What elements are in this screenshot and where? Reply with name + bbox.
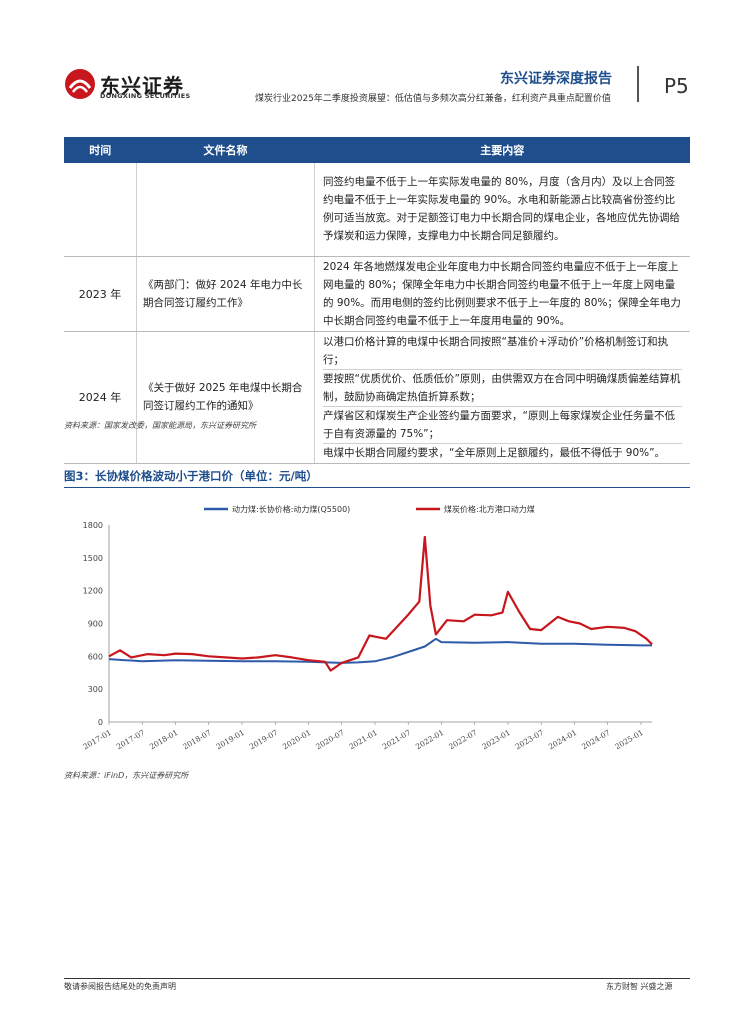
- logo-text-cn: 东兴证券: [100, 74, 184, 98]
- table-cell-doc: 《两部门：做好 2024 年电力中长期合同签订履约工作》: [136, 256, 315, 332]
- y-tick-label: 1200: [83, 587, 103, 596]
- logo-text-en: DONGXING SECURITIES: [100, 92, 191, 100]
- x-tick-label: 2024-01: [547, 728, 578, 751]
- table-row: 2024 年 《关于做好 2025 年电煤中长期合同签订履约工作的通知》 以港口…: [64, 331, 690, 464]
- header-divider: [637, 66, 639, 102]
- x-tick-label: 2021-07: [381, 728, 413, 751]
- x-tick-label: 2018-07: [181, 728, 213, 751]
- content-paragraph: 产煤省区和煤炭生产企业签约量方面要求，“原则上每家煤炭企业任务量不低于自有资源量…: [323, 405, 682, 443]
- table-cell-content: 2024 年各地燃煤发电企业年度电力中长期合同签约电量应不低于上一年度上网电量的…: [314, 256, 690, 332]
- x-tick-label: 2024-07: [580, 728, 612, 751]
- x-tick-label: 2022-07: [447, 728, 479, 751]
- x-tick-label: 2025-01: [613, 728, 644, 751]
- y-tick-label: 600: [88, 652, 103, 661]
- x-tick-label: 2023-01: [480, 728, 511, 751]
- report-subtitle: 煤炭行业2025年二季度投资展望：低估值与多频次高分红兼备，红利资产具重点配置价…: [255, 94, 611, 104]
- x-tick-label: 2019-07: [248, 728, 280, 751]
- x-tick-label: 2023-07: [514, 728, 546, 751]
- footer-disclaimer: 敬请参阅报告结尾处的免责声明: [64, 982, 176, 991]
- table-cell-time: 2023 年: [64, 256, 137, 332]
- series-line-1: [108, 637, 652, 664]
- page-number: P5: [664, 74, 689, 98]
- y-tick-label: 1500: [83, 554, 103, 563]
- x-tick-label: 2020-07: [314, 728, 346, 751]
- x-tick-label: 2020-01: [281, 728, 312, 751]
- table-cell-content: 以港口价格计算的电煤中长期合同按照“基准价+浮动价”价格机制签订和执行； 要按照…: [314, 331, 690, 464]
- table-cell-doc: [136, 163, 315, 257]
- table-row: 2023 年 《两部门：做好 2024 年电力中长期合同签订履约工作》 2024…: [64, 256, 690, 332]
- x-tick-label: 2022-01: [414, 728, 445, 751]
- column-header-doc: 文件名称: [136, 137, 315, 163]
- figure-source-note: 资料来源：iFinD，东兴证券研究所: [64, 771, 189, 780]
- legend-label-2: 煤炭价格:北方港口动力煤: [444, 504, 535, 514]
- y-tick-label: 1800: [83, 521, 103, 530]
- series-line-2: [108, 535, 653, 672]
- footer-slogan: 东方财智 兴盛之源: [606, 982, 673, 991]
- y-tick-label: 900: [88, 620, 103, 629]
- y-tick-label: 0: [98, 718, 103, 727]
- table-cell-time: [64, 163, 137, 257]
- table-cell-time: 2024 年: [64, 331, 137, 464]
- x-tick-label: 2019-01: [214, 728, 245, 751]
- x-tick-label: 2021-01: [347, 728, 378, 751]
- x-tick-label: 2017-07: [115, 728, 147, 751]
- footer-rule: [64, 978, 690, 979]
- x-tick-label: 2017-01: [82, 728, 113, 751]
- column-header-content: 主要内容: [314, 137, 690, 163]
- table-header-row: 时间 文件名称 主要内容: [64, 137, 690, 163]
- dongxing-logo-icon: [65, 69, 95, 99]
- figure-title: 图3：长协煤价格波动小于港口价（单位：元/吨）: [64, 469, 318, 483]
- y-tick-label: 300: [88, 685, 103, 694]
- table-row: 同签约电量不低于上一年实际发电量的 80%，月度（含月内）及以上合同签约电量不低…: [64, 163, 690, 257]
- content-paragraph: 同签约电量不低于上一年实际发电量的 80%，月度（含月内）及以上合同签约电量不低…: [323, 176, 680, 243]
- legend-label-1: 动力煤:长协价格:动力煤(Q5500): [232, 504, 350, 514]
- policy-table: 时间 文件名称 主要内容 同签约电量不低于上一年实际发电量的 80%，月度（含月…: [64, 137, 690, 464]
- content-paragraph: 2024 年各地燃煤发电企业年度电力中长期合同签约电量应不低于上一年度上网电量的…: [323, 260, 681, 327]
- report-type-title: 东兴证券深度报告: [500, 71, 612, 87]
- column-header-time: 时间: [64, 137, 137, 163]
- content-paragraph: 要按照“优质优价、低质低价”原则，由供需双方在合同中明确煤质偏差结算机制，鼓励协…: [323, 368, 682, 406]
- x-tick-label: 2018-01: [148, 728, 179, 751]
- figure-title-rule: [64, 487, 690, 488]
- content-paragraph: 电煤中长期合同履约要求，“全年原则上足额履约，最低不得低于 90%”。: [323, 442, 682, 462]
- content-paragraph: 以港口价格计算的电煤中长期合同按照“基准价+浮动价”价格机制签订和执行；: [323, 335, 669, 366]
- table-cell-doc: 《关于做好 2025 年电煤中长期合同签订履约工作的通知》: [136, 331, 315, 464]
- table-source-note: 资料来源：国家发改委，国家能源局，东兴证券研究所: [64, 421, 256, 430]
- table-cell-content: 同签约电量不低于上一年实际发电量的 80%，月度（含月内）及以上合同签约电量不低…: [314, 163, 690, 257]
